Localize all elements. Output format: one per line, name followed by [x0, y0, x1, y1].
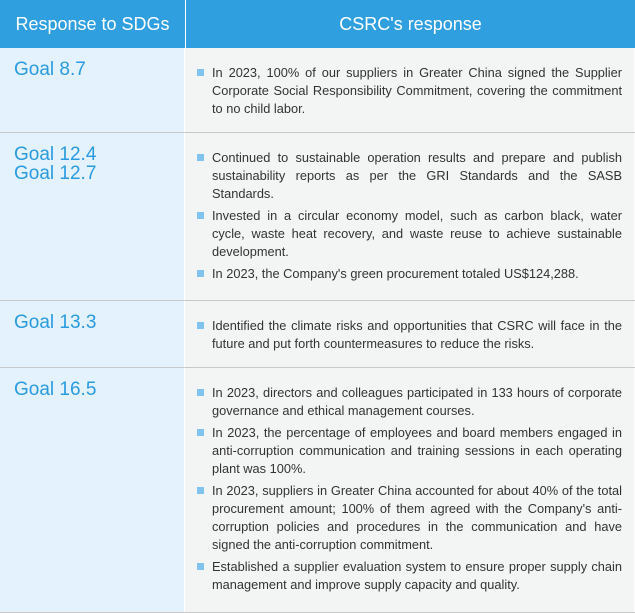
sdg-goal-cell: Goal 13.3 — [0, 301, 185, 367]
bullet-square-icon — [197, 322, 204, 329]
list-item: Identified the climate risks and opportu… — [197, 317, 622, 353]
goal-label: Goal 16.5 — [14, 379, 97, 400]
list-item-text: Continued to sustainable operation resul… — [212, 150, 622, 201]
list-item: In 2023, the Company's green procurement… — [197, 265, 622, 283]
bullet-square-icon — [197, 154, 204, 161]
goal-label: Goal 12.4 — [14, 144, 97, 165]
list-item-text: In 2023, suppliers in Greater China acco… — [212, 483, 622, 552]
list-item: Continued to sustainable operation resul… — [197, 149, 622, 203]
list-item-text: In 2023, directors and colleagues partic… — [212, 385, 622, 418]
header-csrc-response: CSRC's response — [186, 0, 635, 48]
bullet-square-icon — [197, 270, 204, 277]
bullet-square-icon — [197, 487, 204, 494]
list-item: In 2023, directors and colleagues partic… — [197, 384, 622, 420]
list-item-text: Established a supplier evaluation system… — [212, 559, 622, 592]
list-item-text: In 2023, the percentage of employees and… — [212, 425, 622, 476]
bullet-square-icon — [197, 212, 204, 219]
table-row: Goal 13.3 Identified the climate risks a… — [0, 301, 635, 368]
bullet-square-icon — [197, 69, 204, 76]
list-item-text: Identified the climate risks and opportu… — [212, 318, 622, 351]
sdg-goal-cell: Goal 8.7 — [0, 48, 185, 132]
table-row: Goal 16.5 In 2023, directors and colleag… — [0, 368, 635, 613]
list-item: Invested in a circular economy model, su… — [197, 207, 622, 261]
sdg-goal-cell: Goal 12.4 Goal 12.7 — [0, 133, 185, 300]
bullet-square-icon — [197, 389, 204, 396]
list-item: In 2023, 100% of our suppliers in Greate… — [197, 64, 622, 118]
list-item-text: In 2023, 100% of our suppliers in Greate… — [212, 65, 622, 116]
header-sdgs: Response to SDGs — [0, 0, 186, 48]
response-cell: Identified the climate risks and opportu… — [185, 301, 634, 367]
response-cell: In 2023, 100% of our suppliers in Greate… — [185, 48, 634, 132]
table-row: Goal 8.7 In 2023, 100% of our suppliers … — [0, 48, 635, 133]
list-item-text: In 2023, the Company's green procurement… — [212, 266, 579, 281]
goal-label: Goal 8.7 — [14, 59, 86, 80]
response-cell: In 2023, directors and colleagues partic… — [185, 368, 634, 612]
bullet-square-icon — [197, 563, 204, 570]
table-row: Goal 12.4 Goal 12.7 Continued to sustain… — [0, 133, 635, 301]
list-item-text: Invested in a circular economy model, su… — [212, 208, 622, 259]
list-item: In 2023, the percentage of employees and… — [197, 424, 622, 478]
list-item: Established a supplier evaluation system… — [197, 558, 622, 594]
bullet-square-icon — [197, 429, 204, 436]
goal-label: Goal 12.7 — [14, 163, 97, 184]
table-header: Response to SDGs CSRC's response — [0, 0, 635, 48]
list-item: In 2023, suppliers in Greater China acco… — [197, 482, 622, 554]
goal-label: Goal 13.3 — [14, 312, 97, 333]
sdg-goal-cell: Goal 16.5 — [0, 368, 185, 612]
response-cell: Continued to sustainable operation resul… — [185, 133, 634, 300]
